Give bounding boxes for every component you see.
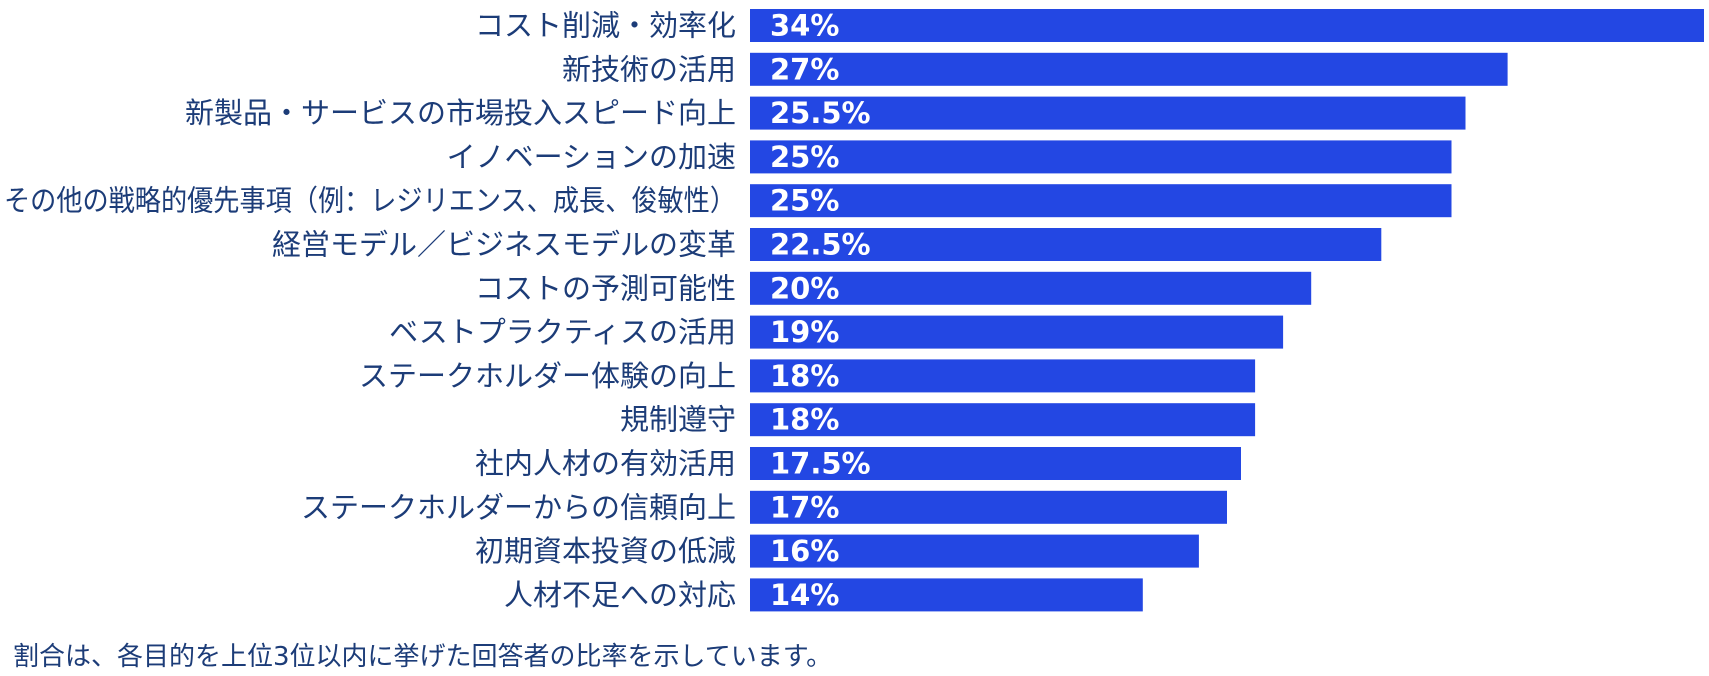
value-label: 25% <box>770 140 839 174</box>
value-label: 25% <box>770 184 839 218</box>
value-label: 18% <box>770 359 839 393</box>
bar <box>750 52 1508 86</box>
bar <box>750 271 1312 305</box>
category-label: 人材不足への対応 <box>504 578 736 612</box>
category-label: その他の戦略的優先事項（例：レジリエンス、成長、俊敏性） <box>4 184 736 218</box>
value-label: 17.5% <box>770 447 871 481</box>
category-label: コスト削減・効率化 <box>475 9 736 43</box>
bar <box>750 228 1382 261</box>
value-label: 25.5% <box>770 96 871 130</box>
category-label: 経営モデル／ビジネスモデルの変革 <box>272 228 736 262</box>
category-label: 新製品・サービスの市場投入スピード向上 <box>185 96 736 130</box>
bar <box>750 184 1452 218</box>
bar <box>750 9 1704 42</box>
value-label: 27% <box>770 52 839 86</box>
category-label: イノベーションの加速 <box>447 140 736 174</box>
value-label: 17% <box>770 490 839 524</box>
category-label: ベストプラクティスの活用 <box>389 315 736 349</box>
bar-chart: コスト削減・効率化 34% 新技術の活用 27% 新製品・サービスの市場投入スピード向上… <box>4 9 1704 612</box>
category-label: 規制遵守 <box>620 403 736 437</box>
bar <box>750 534 1199 568</box>
category-label: ステークホルダーからの信頼向上 <box>301 490 736 524</box>
bar <box>750 403 1256 437</box>
category-label: 初期資本投資の低減 <box>475 534 736 568</box>
bar <box>750 490 1227 524</box>
bar <box>750 140 1452 174</box>
value-label: 16% <box>770 534 839 568</box>
bar <box>750 447 1241 480</box>
value-label: 20% <box>770 271 839 305</box>
bar <box>750 96 1466 130</box>
chart-footnote: 割合は、各目的を上位3位以内に挙げた回答者の比率を示しています。 <box>13 642 833 672</box>
bar <box>750 578 1143 612</box>
category-label: ステークホルダー体験の向上 <box>359 359 736 393</box>
value-label: 18% <box>770 403 839 437</box>
category-label: 社内人材の有効活用 <box>475 447 736 481</box>
category-label: 新技術の活用 <box>562 52 736 86</box>
value-label: 34% <box>770 9 839 43</box>
bar <box>750 315 1284 349</box>
value-label: 14% <box>770 578 839 612</box>
value-label: 22.5% <box>770 228 871 262</box>
value-label: 19% <box>770 315 839 349</box>
bar <box>750 359 1256 393</box>
category-label: コストの予測可能性 <box>475 271 736 305</box>
